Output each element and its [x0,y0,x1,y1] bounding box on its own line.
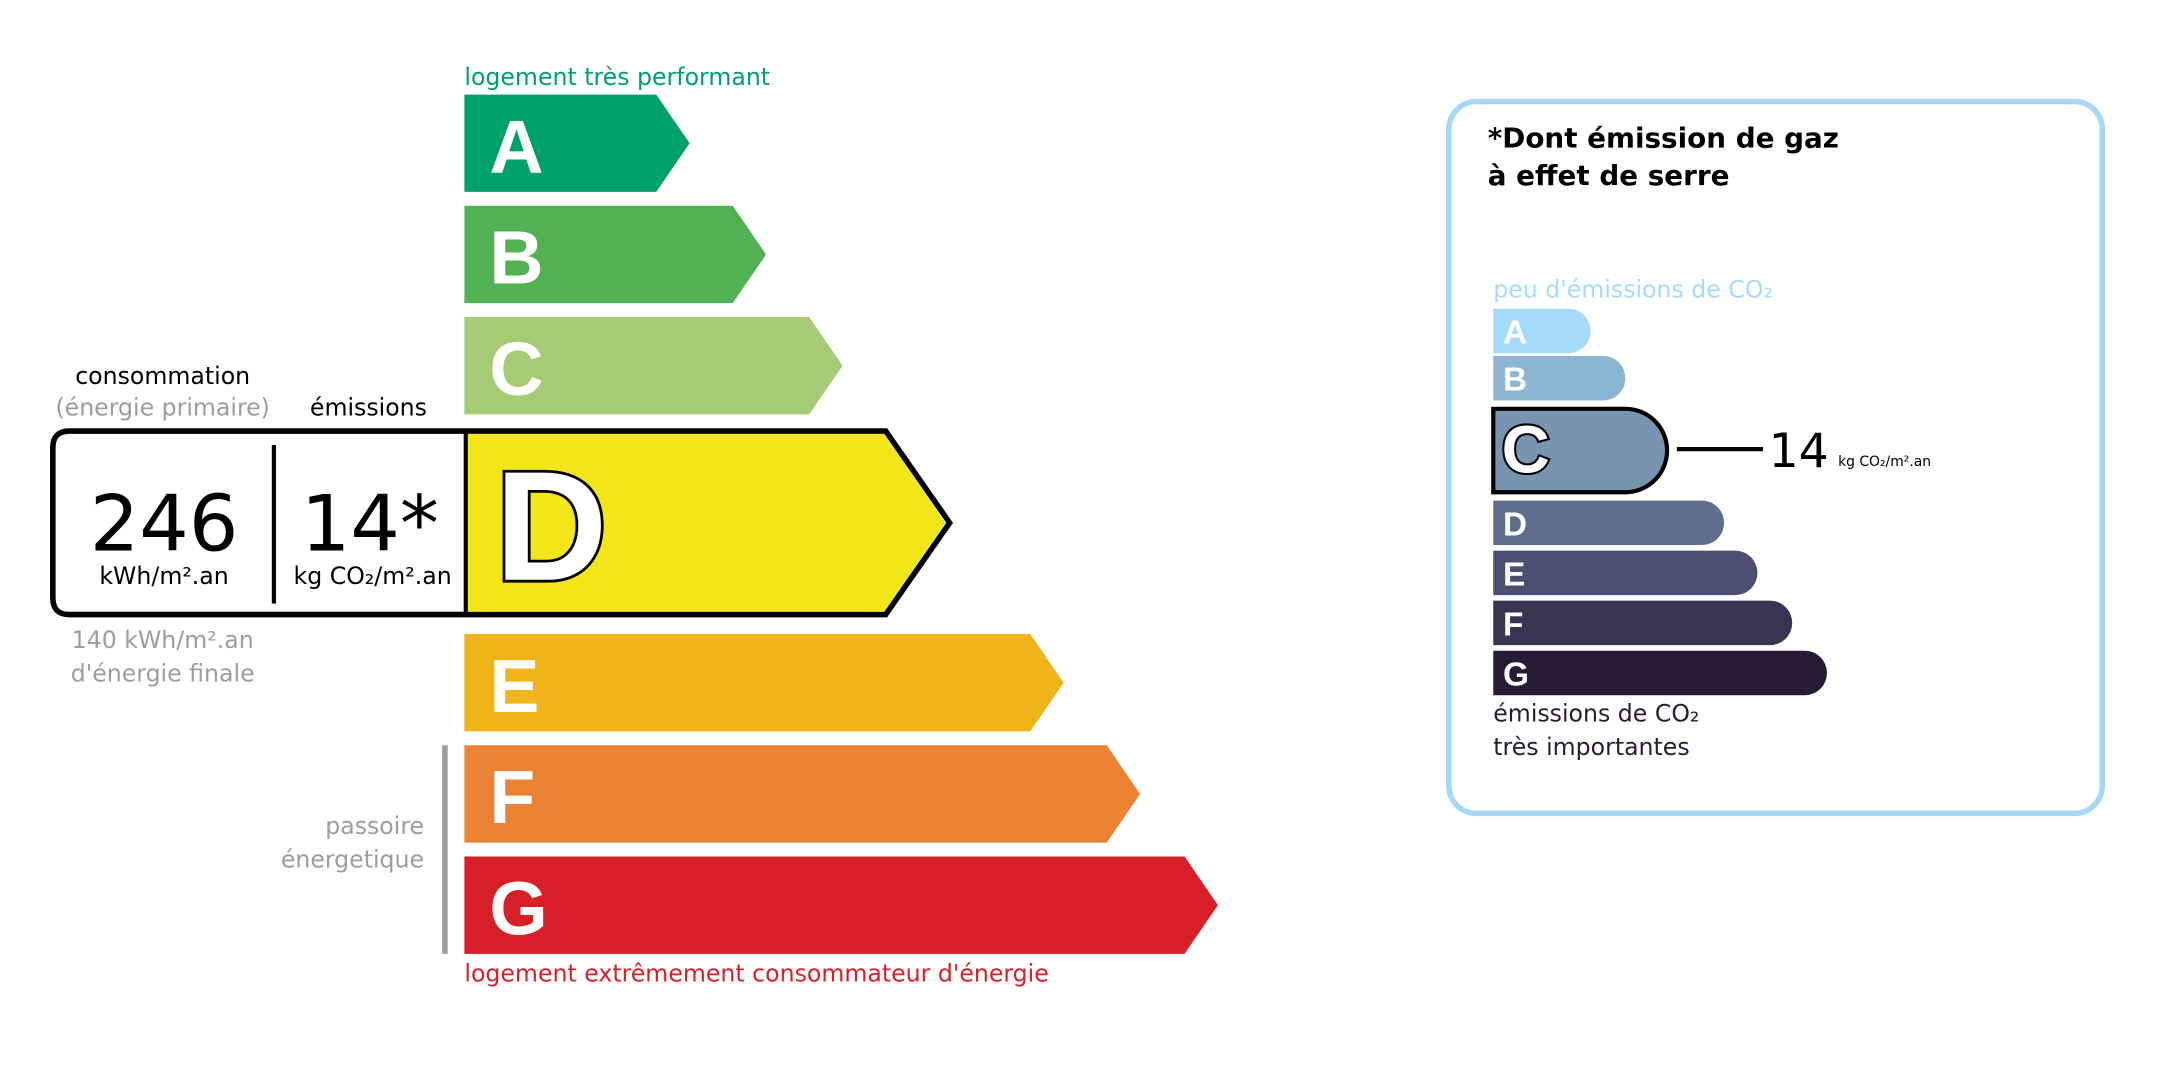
final-energy-value: 140 kWh/m².an [72,626,254,654]
top-caption: logement très performant [464,63,770,91]
energy-bar-letter: F [489,755,535,839]
ghg-unit: kg CO₂/m².an [1838,454,1931,470]
ghg-bar-E [1493,550,1758,596]
ghg-bar-letter: C [1502,414,1550,488]
ghg-bottom-caption-1: émissions de CO₂ [1493,700,1699,728]
ghg-bar-letter: F [1503,606,1523,643]
energy-bar-A [464,94,690,192]
ghg-title-1: *Dont émission de gaz [1488,121,1839,154]
ghg-value: 14 [1769,424,1829,479]
emissions-unit: kg CO₂/m².an [294,562,452,590]
ghg-bar-F [1493,600,1793,646]
bottom-caption: logement extrêmement consommateur d'éner… [464,960,1048,988]
energy-bar-F [464,745,1141,843]
energy-bar-letter: E [489,644,539,728]
emissions-header: émissions [310,394,427,422]
emissions-value: 14* [301,480,439,570]
ghg-top-caption: peu d'émissions de CO₂ [1493,276,1773,304]
consumption-unit: kWh/m².an [99,562,228,590]
energy-bar-letter: G [489,866,547,950]
energy-bar-D [465,433,946,612]
ghg-bar-A [1493,308,1591,354]
passoire-label-1: passoire [325,812,424,840]
energy-bar-letter: A [489,104,543,188]
consumption-subheader: (énergie primaire) [55,394,269,422]
final-energy-label: d'énergie finale [71,659,255,687]
consumption-value: 246 [90,480,239,570]
passoire-label-2: énergetique [281,846,424,874]
ghg-bar-C [1491,406,1670,495]
ghg-bar-letter: D [1503,506,1527,543]
consumption-header: consommation [75,362,250,390]
ghg-bar-letter: A [1503,314,1527,351]
energy-bar-letter: B [489,216,543,300]
ghg-bar-letter: E [1503,556,1525,593]
energy-bar-B [464,205,767,304]
ghg-bar-D [1493,500,1725,546]
energy-bar-C [464,317,843,415]
ghg-bar-B [1493,355,1626,401]
ghg-bar-G [1493,650,1827,696]
ghg-title-2: à effet de serre [1488,159,1730,192]
energy-bars: ABC EFG [464,94,1218,954]
ghg-bottom-caption-2: très importantes [1493,733,1689,761]
ghg-bar-letter: B [1503,362,1527,399]
current-class-letter: D [495,439,607,613]
energy-bar-G [464,856,1218,954]
energy-bar-letter: C [489,327,543,411]
ghg-bar-letter: G [1503,656,1529,693]
energy-bar-E [464,634,1064,732]
